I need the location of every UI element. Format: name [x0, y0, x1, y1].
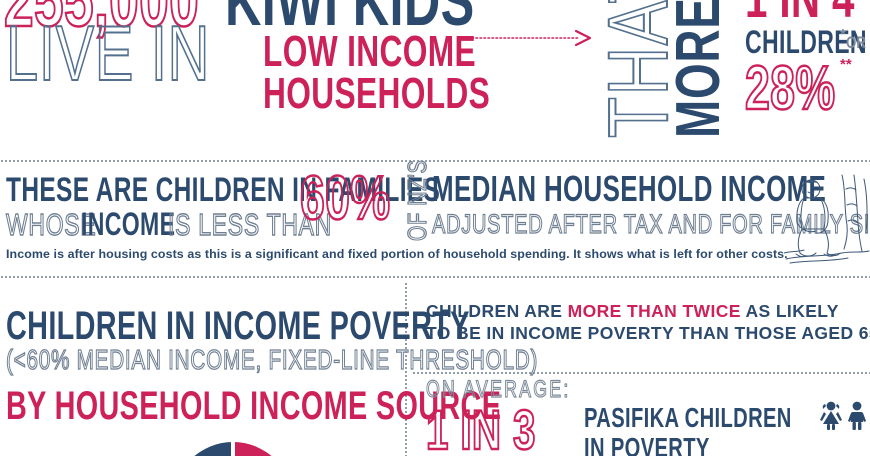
comparison-highlight: MORE THAN TWICE: [567, 301, 741, 321]
median-sixty-percent: 60%: [299, 164, 391, 233]
on-average-label: ON AVERAGE:: [426, 376, 571, 403]
hero-live-in: LIVE IN: [5, 9, 211, 97]
hero-or: OR: [846, 33, 866, 52]
in-poverty-label: IN POVERTY: [584, 432, 710, 456]
income-poverty-title: CHILDREN IN INCOME POVERTY: [6, 304, 470, 348]
divider-top: [0, 160, 870, 162]
divider-middle: [0, 276, 870, 278]
income-poverty-by-source: BY HOUSEHOLD INCOME SOURCE: [6, 384, 502, 428]
income-source-pie-chart: [194, 442, 272, 456]
footnote-marker-single: *: [840, 26, 846, 43]
hero-households: HOUSEHOLDS: [263, 69, 491, 118]
median-of-nz: OF NZ'S: [401, 159, 432, 242]
hero-more-than: MORE THAN: [664, 0, 733, 138]
hero-low-income: LOW INCOME: [263, 27, 477, 76]
median-income-section: THESE ARE CHILDREN IN FAMILIES WHOSE INC…: [0, 159, 870, 273]
comparison-line-1-prefix: CHILDREN ARE: [426, 301, 568, 321]
hero-number: 255,000: [3, 0, 200, 42]
median-household-income-heading: MEDIAN HOUSEHOLD INCOME: [432, 168, 827, 209]
comparison-line-2: TO BE IN INCOME POVERTY THAN THOSE AGED …: [426, 323, 870, 343]
dotted-arrow-right-icon: [471, 29, 592, 47]
divider-right-panel: [412, 372, 870, 374]
median-income-word: INCOME: [81, 206, 176, 242]
comparison-line-1-suffix: AS LIKELY: [740, 301, 839, 321]
comparison-line-1: CHILDREN ARE MORE THAN TWICE AS LIKELY: [426, 300, 839, 322]
footnote-marker-double: **: [840, 56, 852, 73]
boy-sitting-by-tree-illustration: [784, 174, 870, 264]
pasifika-children-label: PASIFIKA CHILDREN: [584, 402, 792, 433]
hero-28-percent: 28%: [744, 54, 836, 123]
median-whose: WHOSE: [5, 207, 97, 242]
one-in-three-stat: 1 IN 3: [425, 398, 536, 456]
hero-children: CHILDREN: [745, 24, 867, 60]
hero-section: 255,000 KIWI KIDS LIVE IN LOW INCOME HOU…: [0, 0, 870, 140]
median-lead-line: THESE ARE CHILDREN IN FAMILIES: [6, 171, 441, 209]
divider-vertical: [405, 282, 407, 456]
hero-kiwi-kids: KIWI KIDS: [225, 0, 475, 40]
income-poverty-subtitle: (<60% MEDIAN INCOME, FIXED-LINE THRESHOL…: [6, 344, 539, 375]
income-poverty-panel: CHILDREN IN INCOME POVERTY (<60% MEDIAN …: [0, 282, 538, 456]
hero-one-in-four: 1 IN 4: [745, 0, 855, 26]
median-fine-print: Income is after housing costs as this is…: [6, 247, 788, 261]
median-is-less-than: IS LESS THAN: [167, 207, 333, 242]
comparison-panel: CHILDREN ARE MORE THAN TWICE AS LIKELY T…: [412, 282, 870, 456]
girl-and-boy-figure-icons: [820, 401, 866, 430]
